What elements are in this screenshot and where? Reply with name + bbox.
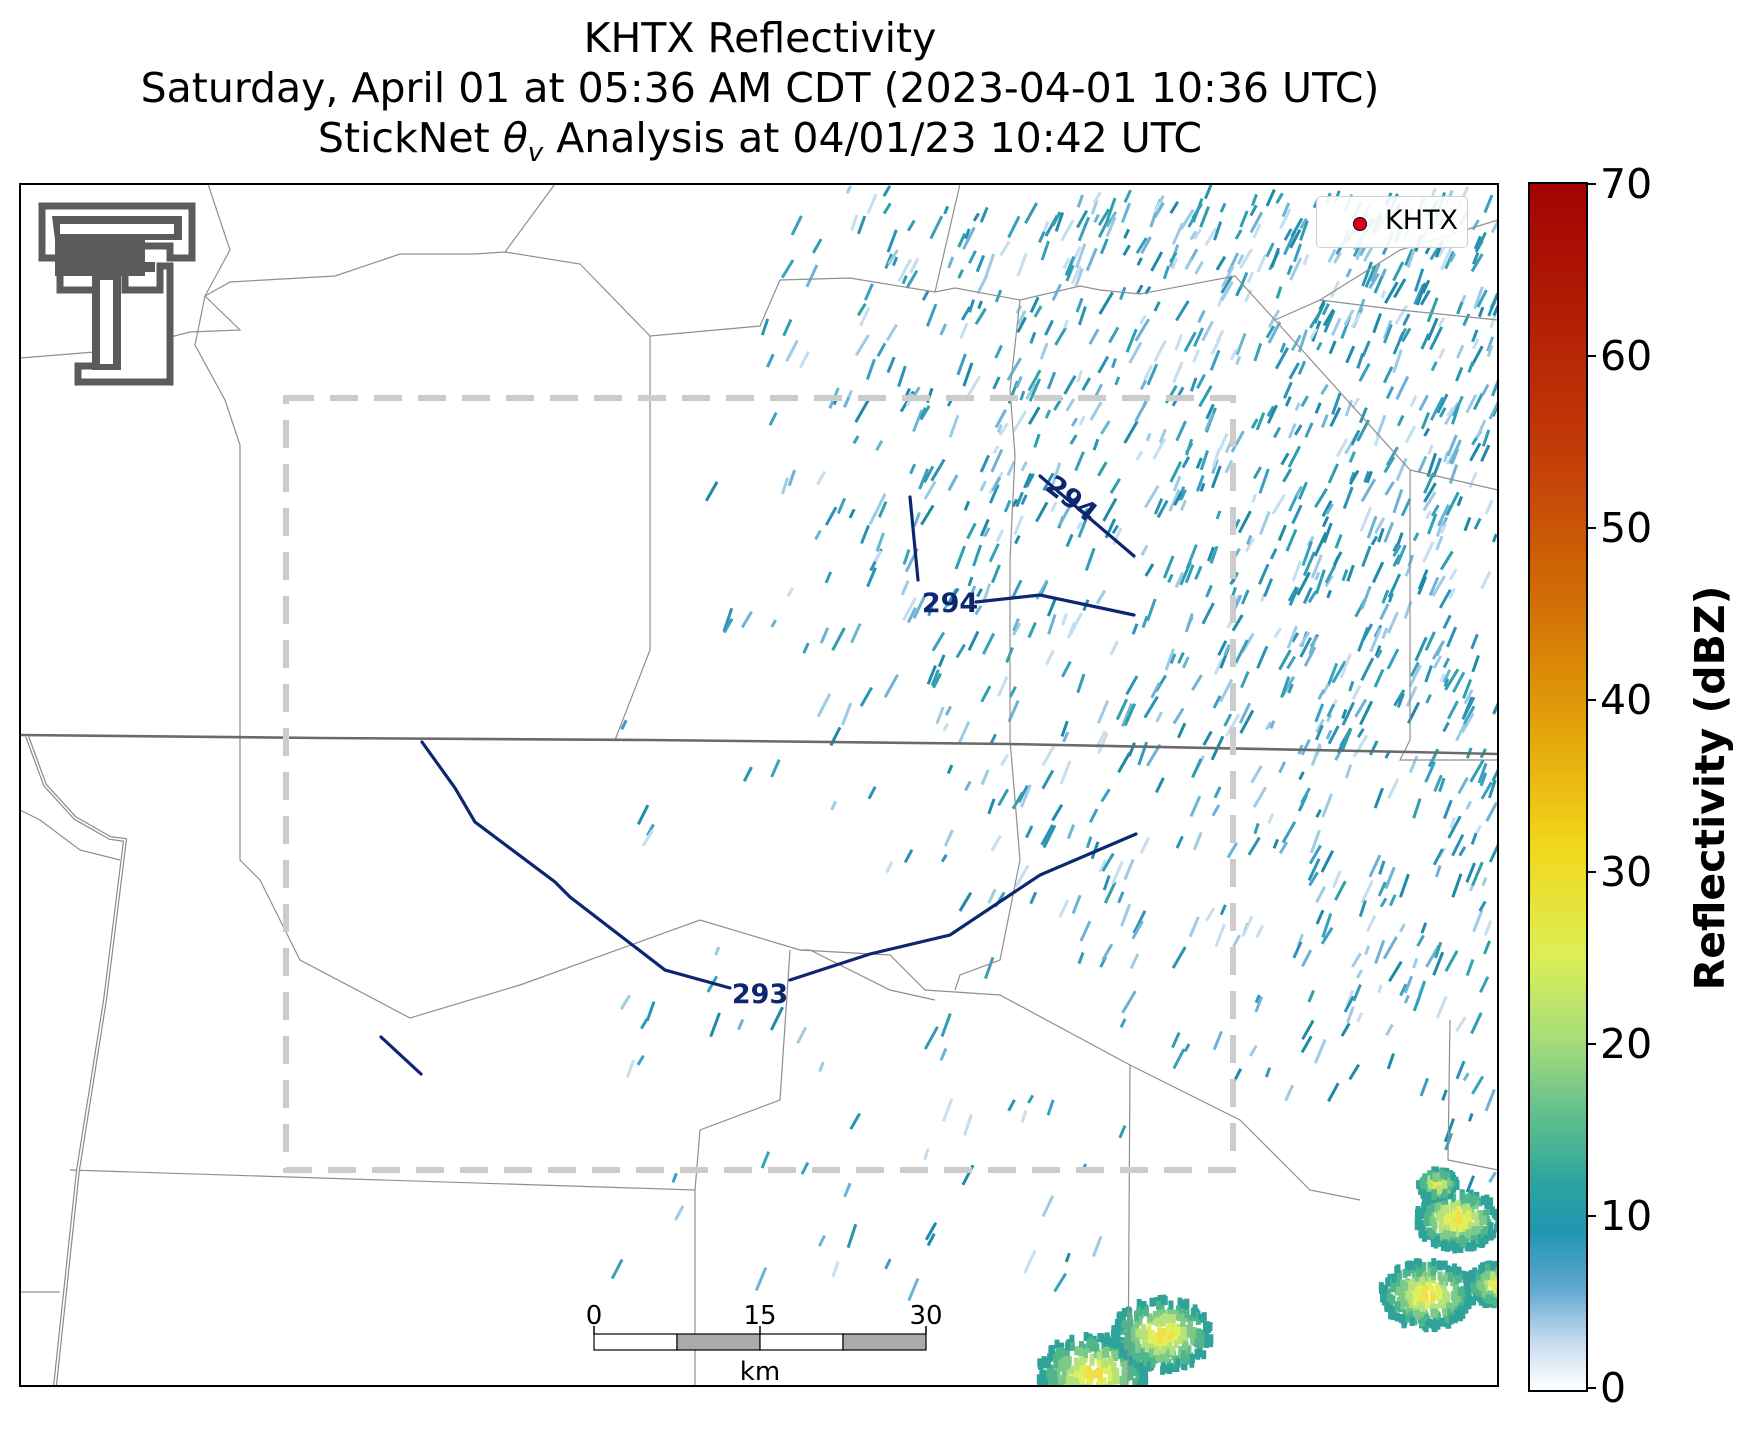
map-frame: [19, 183, 1499, 1387]
colorbar-tick-mark: [1586, 699, 1596, 701]
colorbar-tick-label: 30: [1600, 848, 1653, 896]
colorbar-tick-mark: [1586, 1043, 1596, 1045]
colorbar-tick-mark: [1586, 1387, 1596, 1389]
colorbar-tick-label: 0: [1600, 1364, 1627, 1412]
texas-tech-logo: ®: [38, 202, 196, 387]
contour-293: [420, 740, 732, 990]
contour-label-294-b: 294: [922, 588, 978, 619]
map-area: [20, 184, 1498, 1386]
contour-label-293: 293: [732, 979, 788, 1010]
colorbar-tick-mark: [1586, 527, 1596, 529]
contour-294-north-segment: [1038, 474, 1136, 558]
chart-subtitle-time: Saturday, April 01 at 05:36 AM CDT (2023…: [140, 64, 1380, 112]
contour-293-fragment: [379, 1035, 423, 1076]
map-legend: KHTX: [1316, 196, 1468, 248]
colorbar-tick-label: 70: [1600, 160, 1653, 208]
chart-title: KHTX Reflectivity: [583, 14, 937, 62]
contour-294-vertical-segment: [908, 495, 920, 582]
county-boundaries: [20, 184, 1498, 1386]
reflectivity-colorbar: [1528, 182, 1588, 1392]
colorbar-tick-mark: [1586, 183, 1596, 185]
scale-bar: 0 15 30 km: [586, 1301, 943, 1387]
contour-293-east: [788, 832, 1138, 982]
analysis-domain-box: [283, 395, 1236, 1173]
contour-294-east-segment: [974, 593, 1136, 617]
svg-text:®: ®: [164, 376, 174, 387]
colorbar-tick-mark: [1586, 355, 1596, 357]
colorbar-tick-mark: [1586, 1215, 1596, 1217]
colorbar-title: Reflectivity (dBZ): [1686, 585, 1734, 991]
colorbar-tick-label: 40: [1600, 676, 1653, 724]
state-boundary: [20, 733, 1498, 756]
colorbar-tick-label: 60: [1600, 332, 1653, 380]
colorbar-tick-label: 10: [1600, 1192, 1653, 1240]
scale-unit: km: [740, 1357, 780, 1387]
radar-marker-icon: [1353, 217, 1367, 231]
chart-subtitle-analysis: StickNet θv Analysis at 04/01/23 10:42 U…: [317, 114, 1203, 169]
legend-label-khtx: KHTX: [1385, 205, 1458, 236]
scale-tick-15: 15: [743, 1301, 776, 1331]
theta-v-contours: [379, 474, 1138, 1076]
scale-tick-0: 0: [586, 1301, 603, 1331]
colorbar-tick-label: 50: [1600, 504, 1653, 552]
scale-tick-30: 30: [909, 1301, 942, 1331]
colorbar-tick-label: 20: [1600, 1020, 1653, 1068]
colorbar-tick-mark: [1586, 871, 1596, 873]
